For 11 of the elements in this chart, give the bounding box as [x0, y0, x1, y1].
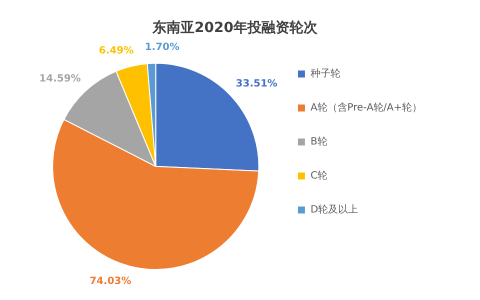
data-label: 33.51% [236, 78, 278, 90]
legend-label: C轮 [310, 170, 328, 182]
data-label: 74.03% [90, 276, 132, 288]
legend-label: 种子轮 [310, 68, 340, 80]
legend-label: D轮及以上 [310, 204, 358, 216]
legend-label: A轮（含Pre-A轮/A+轮） [310, 102, 422, 114]
data-label: 14.59% [39, 74, 81, 85]
data-label: 6.49% [98, 45, 134, 56]
data-label: 1.70% [144, 42, 180, 53]
chart-title: 东南亚2020年投融资轮次 [152, 19, 318, 36]
legend-label: B轮 [310, 136, 328, 148]
